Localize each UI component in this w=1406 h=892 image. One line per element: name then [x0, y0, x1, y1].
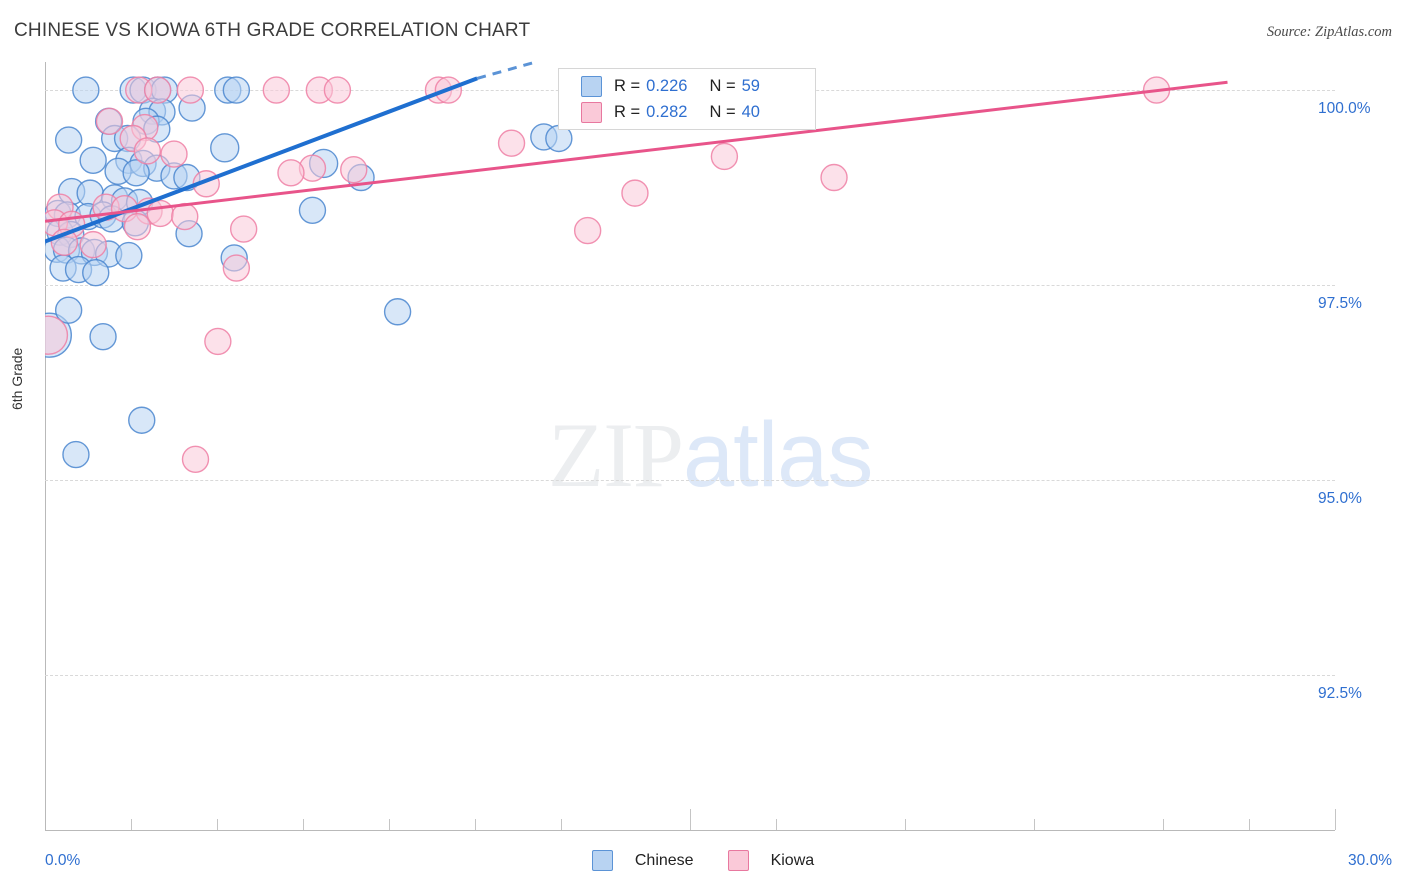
legend-r-value-chinese: 0.226 — [646, 76, 688, 95]
legend-swatch-chinese — [581, 75, 602, 97]
gridline — [45, 285, 1335, 287]
scatter-point-kiowa — [95, 107, 124, 136]
x-axis-line — [45, 830, 1335, 831]
watermark-zip: ZIP — [548, 404, 684, 506]
x-axis-tick — [217, 819, 218, 830]
trend-line-chinese — [45, 76, 478, 244]
scatter-point-kiowa — [204, 327, 232, 356]
scatter-point-kiowa — [277, 159, 305, 187]
scatter-point-chinese — [54, 296, 83, 324]
y-axis-tick-label: 100.0% — [1318, 100, 1371, 118]
watermark-atlas: atlas — [683, 404, 873, 506]
scatter-point-kiowa — [181, 445, 210, 473]
scatter-point-chinese — [115, 241, 143, 270]
series-swatch-chinese — [591, 850, 613, 871]
scatter-point-chinese — [222, 76, 251, 104]
trend-line-extension-chinese — [476, 61, 534, 80]
legend-swatch-kiowa — [581, 101, 602, 123]
x-axis-tick — [389, 819, 390, 830]
scatter-point-kiowa — [146, 199, 174, 228]
x-axis-tick — [1249, 819, 1250, 830]
scatter-point-kiowa — [497, 129, 526, 157]
y-axis-tick-label: 97.5% — [1318, 295, 1362, 313]
page-title: CHINESE VS KIOWA 6TH GRADE CORRELATION C… — [14, 20, 531, 41]
y-axis-tick-label: 92.5% — [1318, 685, 1362, 703]
legend-n-value-chinese: 59 — [741, 76, 760, 95]
scatter-point-kiowa — [573, 216, 602, 245]
y-axis-line — [45, 62, 46, 830]
x-axis-tick — [905, 819, 906, 830]
scatter-point-kiowa — [820, 163, 848, 192]
scatter-point-kiowa — [79, 230, 107, 259]
scatter-point-chinese — [82, 259, 110, 287]
watermark: ZIPatlas — [548, 402, 873, 508]
scatter-point-kiowa — [171, 202, 199, 231]
legend-r-label-kiowa: R = — [614, 102, 641, 121]
scatter-point-kiowa — [710, 142, 739, 171]
scatter-point-chinese — [122, 159, 150, 187]
x-axis-tick — [690, 809, 691, 830]
x-axis-tick — [131, 819, 132, 830]
legend-r-label-chinese: R = — [614, 76, 641, 95]
y-axis-tick-label: 95.0% — [1318, 490, 1362, 508]
x-axis-tick — [1163, 819, 1164, 830]
scatter-point-kiowa — [340, 156, 368, 184]
scatter-point-kiowa — [123, 212, 152, 241]
scatter-point-chinese — [128, 406, 156, 434]
scatter-point-kiowa — [262, 76, 291, 104]
x-axis-max-label: 30.0% — [1348, 852, 1392, 869]
scatter-point-kiowa — [222, 254, 251, 282]
scatter-point-chinese — [72, 76, 100, 104]
scatter-point-chinese — [383, 298, 412, 326]
scatter-point-kiowa — [323, 76, 352, 104]
scatter-point-kiowa — [45, 315, 69, 355]
x-axis-tick — [1034, 819, 1035, 830]
legend-r-value-kiowa: 0.282 — [646, 102, 688, 121]
scatter-point-kiowa — [229, 215, 258, 243]
x-axis-tick — [303, 819, 304, 830]
series-legend: Chinese Kiowa — [0, 850, 1406, 871]
legend-row-chinese: R = 0.226 N = 59 — [581, 73, 760, 99]
series-legend-item-chinese[interactable]: Chinese — [591, 850, 694, 871]
scatter-point-kiowa — [133, 137, 162, 165]
source-attribution: Source: ZipAtlas.com — [1266, 24, 1392, 40]
x-axis-tick — [1335, 809, 1336, 830]
series-label-kiowa: Kiowa — [770, 851, 815, 869]
scatter-point-kiowa — [143, 76, 172, 104]
legend-row-kiowa: R = 0.282 N = 40 — [581, 99, 760, 125]
series-label-chinese: Chinese — [634, 851, 694, 869]
gridline — [45, 480, 1335, 482]
legend-n-label-kiowa: N = — [709, 102, 736, 121]
scatter-point-chinese — [54, 126, 83, 154]
scatter-point-kiowa — [176, 76, 205, 104]
series-legend-item-kiowa[interactable]: Kiowa — [727, 850, 815, 871]
scatter-point-chinese — [79, 146, 107, 175]
correlation-legend: R = 0.226 N = 59 R = 0.282 N = 40 — [558, 68, 816, 130]
scatter-point-chinese — [298, 196, 327, 224]
x-axis-tick — [776, 819, 777, 830]
gridline — [45, 675, 1335, 677]
scatter-point-chinese — [89, 323, 117, 351]
scatter-point-chinese — [62, 440, 90, 469]
x-axis-tick — [561, 819, 562, 830]
x-axis-min-label: 0.0% — [45, 852, 81, 869]
series-swatch-kiowa — [727, 850, 749, 871]
trend-line-kiowa — [45, 80, 1228, 223]
x-axis-tick — [475, 819, 476, 830]
legend-n-value-kiowa: 40 — [741, 102, 760, 121]
scatter-point-chinese — [210, 133, 240, 163]
scatter-point-kiowa — [160, 140, 188, 168]
scatter-point-kiowa — [621, 179, 649, 207]
legend-n-label-chinese: N = — [709, 76, 736, 95]
